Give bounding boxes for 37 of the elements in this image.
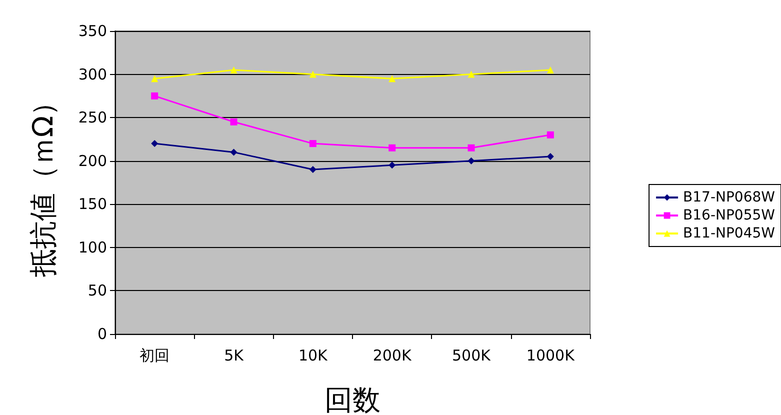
point: [468, 144, 475, 152]
y-tick-label: 100: [78, 238, 107, 256]
y-tick-label: 350: [78, 22, 107, 40]
point: [546, 131, 554, 138]
point: [151, 92, 158, 100]
y-tick-label: 0: [97, 325, 107, 343]
x-tick-label: 5K: [224, 346, 245, 364]
point: [309, 140, 316, 148]
legend-label: B11-NP045W: [683, 226, 776, 242]
y-tick-label: 50: [88, 282, 107, 300]
x-tick-label: 500K: [452, 346, 492, 364]
y-tick-label: 200: [78, 152, 107, 170]
legend-label: B17-NP068W: [683, 190, 776, 206]
x-tick-label: 10K: [298, 346, 329, 364]
y-tick-label: 150: [78, 195, 107, 214]
x-tick-label: 200K: [372, 346, 412, 364]
point: [546, 66, 554, 74]
point: [151, 75, 158, 82]
y-tick-label: 250: [78, 108, 107, 127]
x-tick-label: 1000K: [526, 346, 576, 364]
x-axis-title: 回数: [324, 384, 380, 415]
point: [309, 166, 316, 174]
point: [468, 70, 475, 78]
point: [388, 162, 396, 169]
point: [230, 118, 238, 126]
point: [230, 66, 238, 74]
x-tick-label: 初回: [140, 346, 170, 364]
point: [388, 75, 396, 82]
legend-label: B16-NP055W: [683, 208, 776, 224]
point: [151, 140, 158, 148]
point: [230, 148, 238, 156]
point: [309, 70, 316, 78]
point: [468, 157, 475, 164]
y-tick-label: 300: [78, 65, 107, 84]
y-axis-title: 抵抗値（ｍΩ）: [26, 88, 60, 278]
point: [388, 144, 396, 152]
point: [546, 153, 554, 160]
